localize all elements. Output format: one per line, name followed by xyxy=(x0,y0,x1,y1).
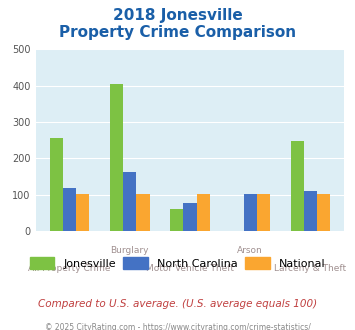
Bar xyxy=(183,203,197,231)
Text: Property Crime Comparison: Property Crime Comparison xyxy=(59,25,296,40)
Bar xyxy=(244,194,257,231)
Bar xyxy=(304,191,317,231)
Text: Arson: Arson xyxy=(237,246,263,254)
Bar xyxy=(170,209,183,231)
Bar xyxy=(136,194,149,231)
Bar xyxy=(50,138,63,231)
Text: Motor Vehicle Theft: Motor Vehicle Theft xyxy=(146,264,234,273)
Text: All Property Crime: All Property Crime xyxy=(28,264,111,273)
Bar xyxy=(63,188,76,231)
Text: 2018 Jonesville: 2018 Jonesville xyxy=(113,8,242,23)
Bar xyxy=(317,194,330,231)
Text: Burglary: Burglary xyxy=(110,246,149,254)
Bar xyxy=(197,194,210,231)
Legend: Jonesville, North Carolina, National: Jonesville, North Carolina, National xyxy=(25,252,330,273)
Bar xyxy=(76,194,89,231)
Bar xyxy=(290,141,304,231)
Text: © 2025 CityRating.com - https://www.cityrating.com/crime-statistics/: © 2025 CityRating.com - https://www.city… xyxy=(45,323,310,330)
Bar xyxy=(110,84,123,231)
Bar xyxy=(123,172,136,231)
Text: Larceny & Theft: Larceny & Theft xyxy=(274,264,346,273)
Bar xyxy=(257,194,270,231)
Text: Compared to U.S. average. (U.S. average equals 100): Compared to U.S. average. (U.S. average … xyxy=(38,299,317,309)
